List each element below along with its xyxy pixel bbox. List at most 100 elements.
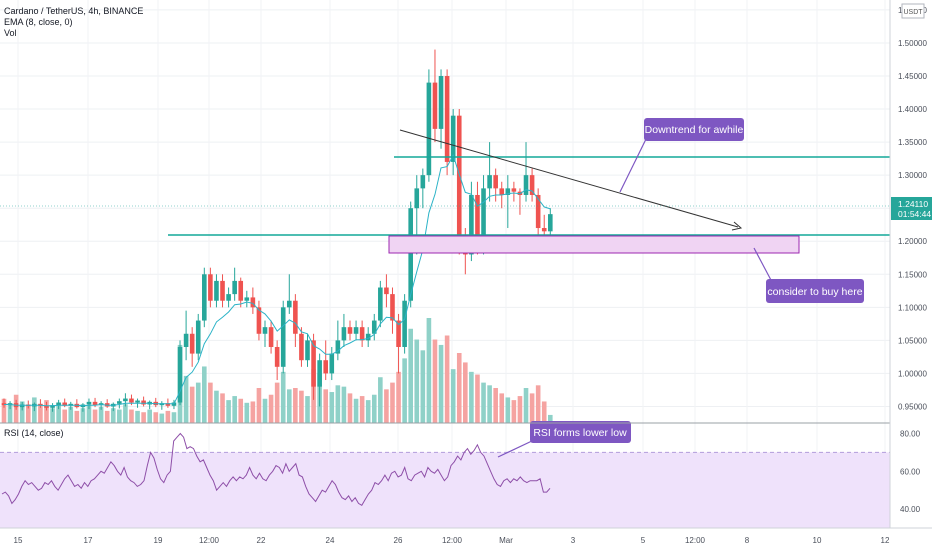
time-tick-label: 17 — [84, 536, 93, 545]
candle-body — [311, 340, 316, 387]
volume-bar — [129, 409, 134, 423]
candle-body — [365, 333, 371, 341]
candle-body — [535, 194, 541, 229]
candle-body — [183, 333, 189, 347]
symbol-title[interactable]: Cardano / TetherUS, 4h, BINANCE — [4, 6, 143, 16]
volume-bar — [414, 339, 420, 423]
volume-bar — [426, 318, 432, 423]
buy-zone[interactable] — [388, 235, 800, 254]
candle-body — [359, 327, 365, 341]
candle-body — [293, 300, 298, 334]
volume-bar — [104, 410, 110, 423]
currency-badge[interactable] — [901, 3, 925, 19]
vol-legend[interactable]: Vol — [4, 28, 17, 38]
volume-bar — [396, 371, 401, 423]
candle-body — [250, 297, 256, 308]
volume-bar — [475, 374, 480, 423]
candle-body — [378, 287, 383, 321]
volume-bar — [499, 393, 505, 423]
rsi-band — [0, 452, 890, 528]
volume-bar — [44, 400, 49, 423]
candle-body — [189, 333, 195, 354]
volume-bar — [220, 393, 225, 423]
ema-line — [4, 154, 551, 407]
volume-bar — [511, 400, 517, 423]
volume-bar — [463, 362, 468, 423]
note-pointer-buy — [753, 247, 773, 283]
volume-bar — [438, 344, 444, 423]
trend-line[interactable] — [399, 129, 739, 228]
candle-body — [493, 175, 498, 189]
candle-body — [529, 175, 535, 195]
candle-body — [499, 188, 505, 195]
candle-body — [329, 353, 335, 374]
volume-bar — [141, 412, 146, 423]
candle-body — [323, 360, 329, 374]
volume-bar — [305, 396, 310, 423]
volume-bar — [262, 398, 268, 423]
time-tick-label: 24 — [326, 536, 335, 545]
volume-bar — [432, 339, 438, 423]
volume-bar — [286, 389, 292, 423]
time-tick-label: 12:00 — [199, 536, 220, 545]
note-buy[interactable] — [766, 279, 864, 303]
candle-body — [141, 400, 146, 405]
drawings[interactable]: Downtrend for awhile consider to buy her… — [168, 118, 890, 458]
volume-bar — [293, 388, 298, 423]
candle-body — [487, 175, 492, 189]
volume-bar — [420, 350, 426, 423]
candle-body — [56, 402, 61, 406]
volume-bar — [456, 353, 462, 423]
volume-bar — [517, 396, 523, 423]
note-pointer-rsi — [497, 439, 535, 458]
volume-bar — [323, 389, 329, 423]
note-downtrend[interactable] — [644, 118, 744, 141]
note-rsi[interactable] — [530, 421, 631, 443]
volume-bar — [353, 398, 359, 423]
candle-body — [50, 405, 55, 408]
candle-body — [305, 340, 310, 361]
candle-body — [123, 398, 128, 402]
volume-bar — [153, 412, 159, 423]
volume-bar — [408, 328, 413, 423]
candle-body — [177, 346, 183, 403]
volume-bar — [226, 400, 231, 423]
candle-body — [438, 76, 444, 129]
volume-bar — [548, 414, 553, 423]
volume-bar — [74, 410, 80, 423]
candle-body — [511, 188, 517, 192]
price-tick-label: 0.95000 — [898, 402, 927, 411]
volume-bar — [62, 409, 67, 423]
volume-bar — [523, 388, 529, 423]
volume-bar — [214, 390, 219, 423]
candle-body — [195, 320, 201, 354]
volume-bar — [159, 413, 165, 423]
price-tick-label: 1.45000 — [898, 72, 927, 81]
volume-bar — [256, 388, 262, 423]
ema-legend[interactable]: EMA (8, close, 0) — [4, 17, 73, 27]
time-tick-label: Mar — [499, 536, 513, 545]
volume-bar — [505, 397, 511, 423]
volume-bar — [7, 404, 13, 423]
volume-bar — [378, 377, 383, 423]
candle-body — [135, 400, 140, 403]
candle-body — [396, 320, 401, 347]
volume-bar — [250, 401, 256, 423]
candle-body — [341, 327, 347, 341]
volume-bar — [165, 410, 171, 423]
candle-body — [226, 294, 231, 301]
volume-bar — [86, 405, 92, 423]
candle-body — [299, 333, 304, 361]
candle-body — [244, 297, 250, 301]
volume-bar — [384, 389, 389, 423]
time-axis[interactable]: 15 17 19 12:00 22 24 26 12:00 Mar 3 5 12:00 8 10 12 — [14, 536, 890, 545]
candle-body — [548, 214, 553, 232]
candle-body — [420, 175, 426, 189]
rsi-axis[interactable]: 40.00 60.00 80.00 — [900, 429, 921, 514]
volume-bar — [50, 408, 55, 423]
candle-body — [44, 405, 49, 408]
time-tick-label: 12 — [881, 536, 890, 545]
volume-bar — [402, 358, 407, 423]
rsi-legend[interactable]: RSI (14, close) — [4, 428, 64, 438]
